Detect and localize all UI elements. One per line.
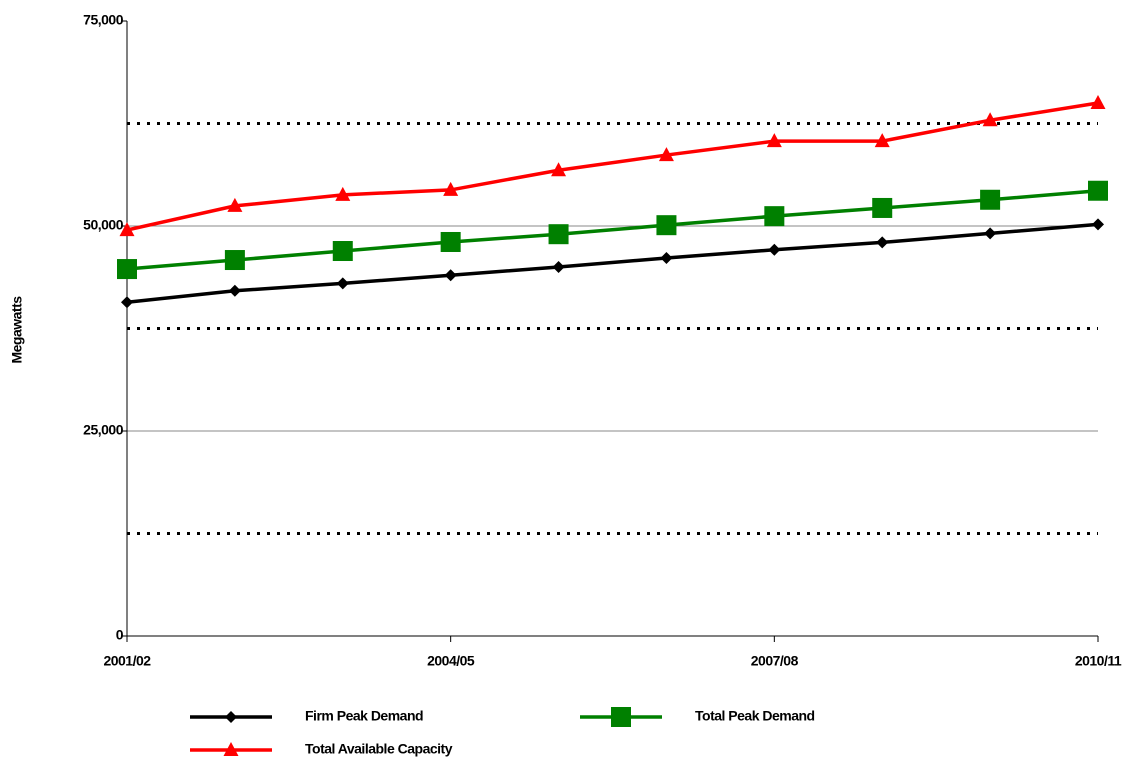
x-tick-label: 2001/02	[103, 653, 151, 669]
point	[876, 236, 889, 249]
point	[444, 269, 457, 282]
point	[1090, 95, 1106, 109]
y-axis-label: Megawatts	[9, 296, 25, 364]
point	[660, 251, 673, 264]
y-tick-label: 75,000	[83, 12, 124, 28]
point	[1088, 180, 1108, 201]
legend-label: Total Available Capacity	[305, 741, 453, 757]
point	[332, 241, 353, 262]
point	[982, 112, 998, 127]
point	[984, 227, 997, 240]
point	[766, 133, 782, 148]
x-tick-label: 2007/08	[751, 653, 799, 669]
point	[1092, 218, 1104, 231]
point	[658, 147, 674, 162]
legend-marker	[225, 711, 237, 723]
legend-marker	[223, 742, 239, 756]
point	[228, 284, 241, 297]
y-tick-label: 25,000	[83, 422, 124, 438]
x-tick-label: 2010/11	[1075, 653, 1122, 669]
point	[552, 261, 565, 273]
point	[656, 215, 677, 236]
point	[336, 277, 349, 290]
point	[874, 133, 890, 148]
legend-label: Firm Peak Demand	[305, 708, 423, 724]
series-line	[126, 188, 1099, 271]
point	[980, 189, 1001, 210]
y-tick-label: 0	[116, 627, 124, 643]
point	[548, 224, 569, 245]
point	[440, 231, 461, 252]
point	[117, 259, 137, 280]
point	[872, 197, 893, 218]
x-tick-label: 2004/05	[427, 653, 475, 669]
point	[764, 206, 785, 227]
point	[119, 222, 135, 237]
y-tick-label: 50,000	[83, 217, 124, 233]
point	[551, 162, 567, 177]
point	[335, 186, 351, 201]
point	[443, 181, 459, 196]
legend-label: Total Peak Demand	[695, 708, 815, 724]
point	[121, 296, 133, 309]
point	[227, 197, 243, 212]
point	[768, 243, 781, 256]
series-line	[126, 101, 1099, 232]
legend-marker	[611, 707, 631, 727]
series-line	[126, 222, 1099, 305]
point	[224, 250, 245, 271]
